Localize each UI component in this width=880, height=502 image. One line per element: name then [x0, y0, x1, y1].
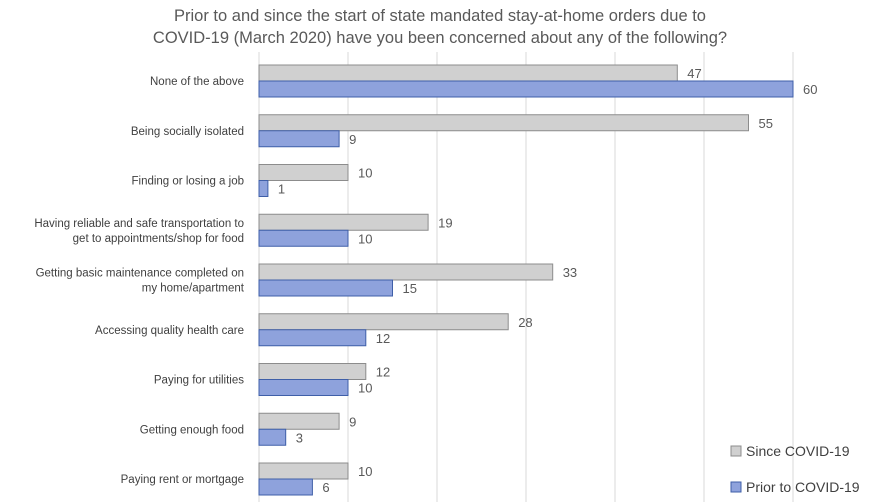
- bar: [258, 279, 393, 297]
- legend: Since COVID-19 Prior to COVID-19: [730, 443, 860, 495]
- data-label: 55: [759, 116, 773, 131]
- category-label: None of the above: [150, 76, 244, 88]
- chart-title-line: COVID-19 (March 2020) have you been conc…: [153, 29, 727, 47]
- bar: [258, 114, 749, 132]
- data-label: 1: [278, 182, 285, 197]
- legend-swatch: [730, 445, 742, 457]
- bar: [258, 64, 678, 82]
- category-label: Paying rent or mortgage: [121, 474, 244, 486]
- category-label: Finding or losing a job: [131, 176, 244, 188]
- category-labels: None of the above Being socially isolated…: [34, 76, 244, 486]
- data-label: 10: [358, 464, 372, 479]
- data-label: 12: [376, 331, 390, 346]
- data-label: 10: [358, 231, 372, 246]
- data-label: 9: [349, 414, 356, 429]
- bar: [258, 80, 794, 98]
- bar: [258, 329, 367, 347]
- data-label: 47: [687, 66, 701, 81]
- bar: [258, 478, 313, 496]
- data-label: 19: [438, 215, 452, 230]
- category-label: my home/apartment: [142, 283, 245, 295]
- data-label: 10: [358, 381, 372, 396]
- category-label: Paying for utilities: [154, 375, 244, 387]
- legend-swatch: [730, 481, 742, 493]
- bar: [258, 263, 554, 281]
- bars: [258, 64, 794, 496]
- data-label: 3: [296, 430, 303, 445]
- category-label: get to appointments/shop for food: [73, 233, 244, 245]
- bar: [258, 379, 349, 396]
- bar: [258, 363, 367, 380]
- category-label: Getting enough food: [140, 424, 244, 436]
- legend-label: Prior to COVID-19: [746, 479, 860, 495]
- category-label: Having reliable and safe transportation …: [34, 218, 244, 230]
- category-label: Getting basic maintenance completed on: [36, 268, 244, 280]
- data-label: 10: [358, 166, 372, 181]
- data-label: 33: [563, 265, 577, 280]
- bar: [258, 164, 349, 181]
- category-label: Accessing quality health care: [95, 325, 244, 337]
- data-label: 15: [403, 281, 417, 296]
- category-label: Being socially isolated: [131, 126, 244, 138]
- bar: [258, 130, 340, 148]
- bar: [258, 428, 287, 446]
- data-label: 12: [376, 365, 390, 380]
- bar: [258, 462, 349, 480]
- data-label: 6: [322, 480, 329, 495]
- bar: [258, 412, 340, 430]
- data-label: 60: [803, 82, 817, 97]
- bar: [258, 180, 269, 197]
- data-label: 9: [349, 132, 356, 147]
- value-labels: 47 60 55 9 10 1 19 10 33 15 28 12 12 10 9 3 10 6: [278, 66, 818, 495]
- data-label: 28: [518, 315, 532, 330]
- legend-label: Since COVID-19: [746, 443, 850, 459]
- chart-title-line: Prior to and since the start of state ma…: [174, 7, 706, 25]
- bar: [258, 213, 429, 231]
- bar: [258, 229, 349, 247]
- chart-title: Prior to and since the start of state ma…: [153, 7, 727, 47]
- bar: [258, 313, 509, 331]
